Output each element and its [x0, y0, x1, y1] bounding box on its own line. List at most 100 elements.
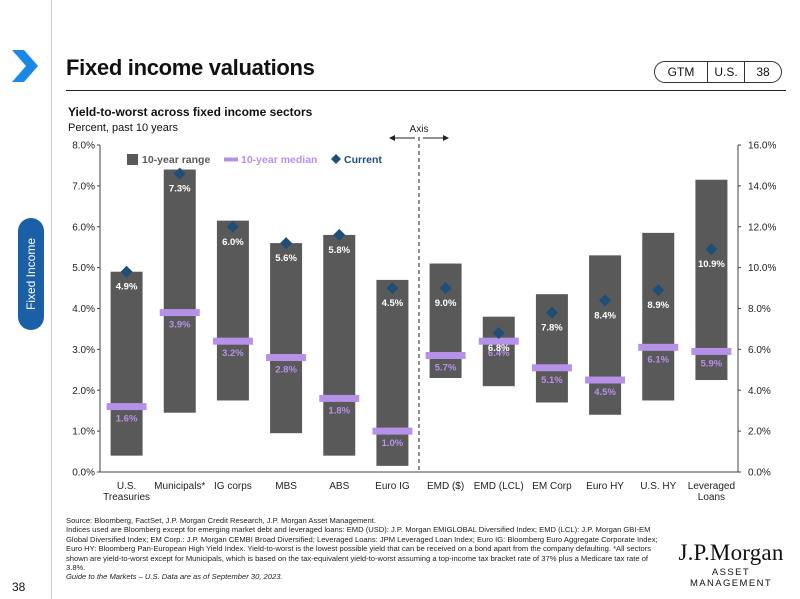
jpmorgan-logo: J.P.Morgan ASSET MANAGEMENT — [672, 540, 790, 589]
left-tick-label: 8.0% — [72, 141, 95, 152]
median-marker — [212, 337, 253, 345]
left-tick-label: 3.0% — [72, 345, 95, 356]
median-label: 2.8% — [275, 365, 297, 376]
current-label: 8.9% — [647, 300, 669, 311]
current-label: 10.9% — [698, 259, 725, 270]
left-tick-label: 4.0% — [72, 304, 95, 315]
current-marker — [280, 237, 293, 250]
axis-arrow-left-icon — [389, 135, 395, 141]
median-label: 1.0% — [382, 438, 404, 449]
side-tab-fixed-income[interactable]: Fixed Income — [18, 218, 44, 330]
right-tick-label: 4.0% — [748, 386, 771, 397]
range-bar — [270, 243, 303, 434]
current-label: 6.8% — [488, 343, 510, 354]
category-label: Loans — [698, 492, 725, 503]
median-marker — [531, 364, 572, 372]
right-tick-label: 10.0% — [748, 263, 776, 274]
median-label: 5.7% — [435, 363, 457, 374]
category-label: Euro IG — [375, 481, 410, 492]
median-marker — [478, 337, 519, 345]
range-bar — [376, 279, 409, 466]
median-marker — [425, 352, 466, 360]
left-tick-label: 1.0% — [72, 427, 95, 438]
axis-divider-label: Axis — [410, 124, 429, 135]
legend-range-label: 10-year range — [142, 154, 210, 166]
right-tick-label: 2.0% — [748, 427, 771, 438]
range-bar — [429, 263, 462, 378]
median-label: 1.8% — [328, 405, 350, 416]
range-bar — [323, 234, 356, 456]
right-tick-label: 6.0% — [748, 345, 771, 356]
left-tick-label: 0.0% — [72, 468, 95, 479]
legend-median-label: 10-year median — [241, 154, 317, 166]
category-label: IG corps — [214, 481, 252, 492]
badge-page: 38 — [756, 65, 770, 79]
badge-region: U.S. — [707, 62, 745, 82]
page-number: 38 — [12, 580, 26, 594]
category-label: Treasuries — [103, 492, 150, 503]
range-bar — [695, 179, 728, 381]
right-tick-label: 0.0% — [748, 468, 771, 479]
chart-subtitle: Percent, past 10 years — [68, 122, 179, 134]
right-tick-label: 14.0% — [748, 181, 776, 192]
range-bar — [110, 271, 143, 456]
category-label: U.S. HY — [640, 481, 676, 492]
current-label: 4.5% — [382, 298, 404, 309]
left-tick-label: 5.0% — [72, 263, 95, 274]
fixed-income-chart: 0.0% 1.0% 2.0% 3.0% 4.0% 5.0% 6.0% 7.0% 8.0% 0.0%… — [72, 124, 776, 503]
median-label: 3.2% — [222, 348, 244, 359]
footnote-notes: Indices used are Bloomberg except for em… — [66, 525, 658, 573]
logo-sub: ASSET MANAGEMENT — [689, 567, 773, 589]
median-marker — [159, 309, 200, 317]
current-label: 4.9% — [116, 282, 138, 293]
category-label: EMD ($) — [427, 481, 464, 492]
legend-median-swatch — [224, 157, 238, 162]
median-label: 6.1% — [647, 354, 669, 365]
legend-current-label: Current — [344, 154, 382, 166]
current-marker — [599, 294, 612, 307]
median-label: 1.6% — [116, 414, 138, 425]
median-label: 3.9% — [169, 320, 191, 331]
footnote: Source: Bloomberg, FactSet, J.P. Morgan … — [66, 516, 664, 582]
category-label: Leveraged — [688, 481, 735, 492]
current-marker — [492, 327, 505, 340]
median-marker — [372, 427, 413, 435]
axis-arrow-right-icon — [443, 135, 449, 141]
current-marker — [705, 243, 718, 256]
median-label: 4.5% — [594, 387, 616, 398]
median-marker — [106, 403, 147, 411]
title-rule — [66, 90, 786, 91]
current-label: 7.8% — [541, 323, 563, 334]
current-marker — [545, 306, 558, 319]
badge-gtm: GTM — [667, 65, 695, 79]
current-label: 7.3% — [169, 184, 191, 195]
footnote-source: Source: Bloomberg, FactSet, J.P. Morgan … — [66, 516, 376, 525]
median-marker — [266, 354, 307, 362]
logo-name: J.P.Morgan — [678, 540, 784, 565]
category-label: ABS — [329, 481, 349, 492]
current-marker — [226, 220, 239, 233]
gtm-badge: GTM U.S. 38 — [654, 61, 782, 83]
median-label: 5.1% — [541, 375, 563, 386]
current-label: 5.6% — [275, 253, 297, 264]
current-label: 5.8% — [328, 245, 350, 256]
range-bar — [216, 220, 249, 401]
right-tick-label: 12.0% — [748, 222, 776, 233]
current-marker — [439, 282, 452, 295]
page-title: Fixed income valuations — [66, 55, 315, 80]
median-marker — [691, 347, 732, 355]
median-label: 6.4% — [488, 348, 510, 359]
median-marker — [638, 343, 679, 351]
range-bar — [642, 232, 675, 401]
current-label: 8.4% — [594, 310, 616, 321]
current-marker — [173, 167, 186, 180]
current-marker — [652, 284, 665, 297]
footnote-gtm: Guide to the Markets – U.S. Data are as … — [66, 572, 283, 582]
category-label: EM Corp — [532, 481, 572, 492]
category-label: U.S. — [117, 481, 136, 492]
legend-current-icon — [331, 154, 341, 164]
chevron-right-icon — [12, 50, 38, 82]
current-marker — [120, 265, 133, 278]
median-marker — [319, 394, 360, 402]
category-label: Euro HY — [586, 481, 624, 492]
